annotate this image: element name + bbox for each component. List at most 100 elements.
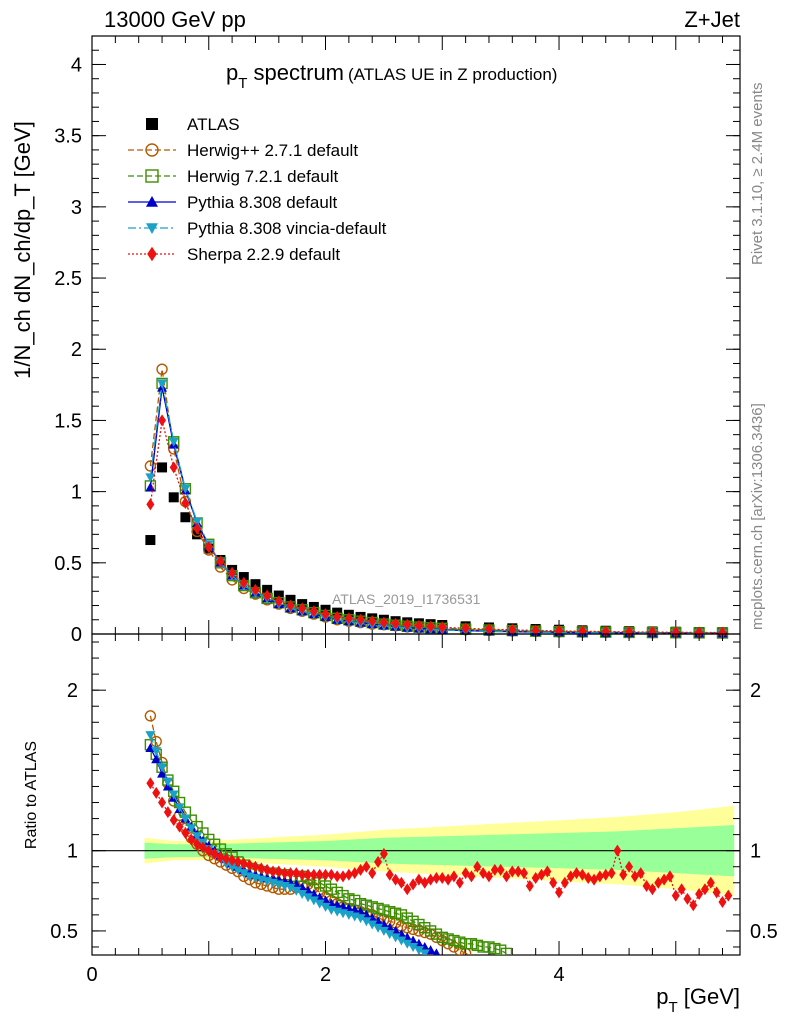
main-point (251, 583, 260, 596)
ratio-point (648, 883, 657, 896)
ratio-point (280, 867, 289, 880)
ratio-point (403, 883, 412, 896)
header-right: Z+Jet (684, 7, 740, 32)
legend-entry: Herwig 7.2.1 default (128, 167, 338, 186)
main-point (168, 437, 179, 447)
ratio-point (384, 930, 395, 940)
main-point (180, 484, 191, 494)
ratio-point (677, 883, 686, 896)
ratio-point (424, 925, 437, 937)
ratio-point (292, 867, 301, 880)
main-point (344, 612, 353, 625)
ratio-point (473, 860, 482, 873)
ratio-series-line (149, 782, 729, 907)
ratio-point (144, 710, 157, 722)
ratio-point (308, 896, 319, 906)
ratio-point (413, 918, 425, 931)
ratio-point (151, 747, 162, 757)
ratio-y-tick-label-right: 2 (750, 680, 761, 702)
ratio-point (543, 865, 552, 878)
ratio-point (297, 890, 308, 900)
ratio-point (372, 902, 384, 915)
ratio-point (333, 870, 342, 883)
ratio-point (268, 865, 277, 878)
ratio-point (378, 904, 390, 916)
main-y-tick-label: 2 (71, 339, 82, 361)
ratio-series-1 (144, 739, 513, 955)
ratio-point (263, 863, 272, 876)
main-point (239, 576, 248, 589)
main-point (192, 517, 203, 527)
ratio-point (436, 931, 448, 944)
main-point (625, 625, 634, 638)
ratio-point (689, 899, 698, 912)
ratio-point (385, 868, 394, 881)
main-y-tick-label: 1 (71, 482, 82, 504)
ratio-point (169, 814, 178, 827)
ratio-point (362, 860, 371, 873)
ratio-point (168, 790, 179, 800)
ratio-point (483, 941, 495, 953)
ratio-point (408, 942, 419, 952)
main-point (391, 617, 400, 630)
ratio-point (695, 888, 704, 901)
legend-marker (146, 118, 158, 130)
ratio-point (508, 865, 517, 878)
ratio-point (315, 868, 324, 881)
legend-entry: Herwig++ 2.7.1 default (128, 141, 358, 160)
x-tick-label: 0 (86, 964, 97, 986)
main-point (169, 461, 178, 474)
legend-marker (147, 246, 157, 262)
ratio-point (471, 939, 483, 952)
ratio-point (467, 870, 476, 883)
main-point (484, 623, 493, 636)
ratio-point (146, 777, 155, 790)
x-axis-label-rest: [GeV] (678, 984, 740, 1009)
ratio-point (337, 889, 349, 902)
ratio-point (477, 941, 489, 953)
ratio-series-group (144, 710, 733, 955)
main-point (193, 522, 202, 535)
main-point (144, 460, 157, 472)
ratio-point (216, 851, 225, 864)
ratio-point (607, 867, 616, 880)
ratio-point (378, 926, 389, 936)
main-point (145, 473, 156, 483)
ratio-point (151, 754, 162, 764)
ratio-point (303, 893, 313, 903)
ratio-point (595, 870, 604, 883)
main-point (438, 621, 447, 634)
legend-label: ATLAS (187, 115, 240, 134)
ratio-point (459, 938, 472, 950)
ratio-y-tick-label: 2 (67, 680, 78, 702)
ratio-point (304, 868, 312, 881)
ratio-point (181, 827, 190, 840)
main-point (461, 622, 470, 635)
main-point (180, 512, 191, 523)
main-point (157, 462, 168, 473)
legend-marker (145, 143, 159, 157)
ratio-point (152, 786, 161, 799)
main-point (356, 613, 365, 626)
ratio-point (157, 763, 168, 773)
ratio-point (572, 867, 581, 880)
ratio-point (162, 777, 173, 787)
plot-title-note: (ATLAS UE in Z production) (348, 65, 557, 84)
legend-marker (145, 169, 159, 183)
legend-label: Sherpa 2.2.9 default (187, 245, 340, 264)
ratio-point (366, 901, 378, 913)
ratio-y-tick-label: 0.5 (50, 921, 78, 943)
ratio-point (150, 735, 162, 748)
legend-label: Herwig 7.2.1 default (187, 167, 338, 186)
main-y-tick-label: 3 (71, 197, 82, 219)
ratio-point (285, 883, 296, 893)
ratio-point (320, 902, 331, 912)
ratio-point (228, 854, 237, 867)
ratio-point (430, 928, 443, 940)
ratio-point (454, 944, 466, 955)
ratio-point (339, 870, 348, 883)
ratio-point (584, 871, 593, 884)
main-point (216, 555, 225, 568)
ratio-point (636, 867, 645, 880)
